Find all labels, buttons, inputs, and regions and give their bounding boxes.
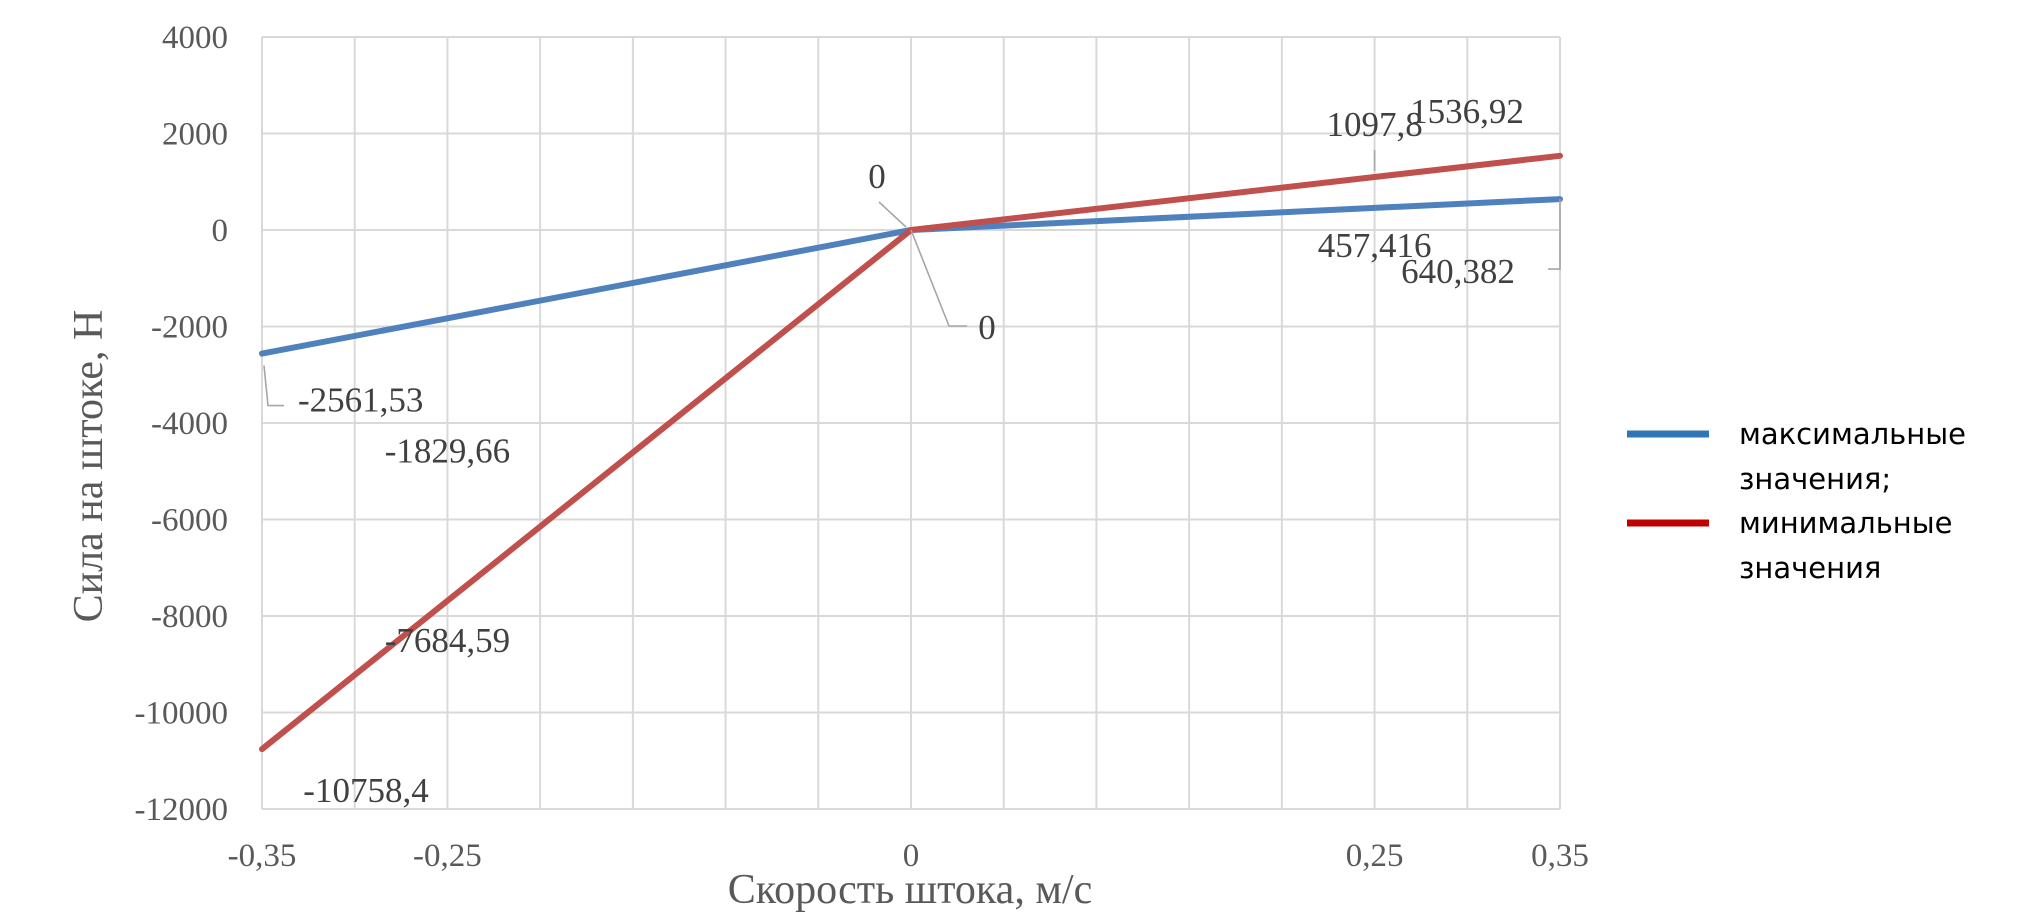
x-tick-label: -0,25 (413, 838, 482, 874)
x-tick-label: 0 (903, 838, 920, 874)
data-label-max: 0 (978, 308, 996, 347)
y-tick-label: 0 (212, 213, 229, 249)
y-tick-label: -6000 (151, 503, 228, 539)
x-tick-label: -0,35 (228, 838, 297, 874)
data-label-max: -2561,53 (298, 381, 423, 420)
y-axis-title: Сила на штоке, Н (66, 310, 112, 623)
legend: максимальные значения; минимальные значения (1627, 417, 1966, 585)
y-tick-label: -12000 (135, 792, 229, 828)
data-label-min: 0 (868, 157, 886, 196)
y-tick-label: -8000 (151, 599, 228, 635)
axis-ticks: 4000 2000 0 -2000 -4000 -6000 -8000 -10000 -1200… (135, 20, 1589, 874)
data-label-min: 1536,92 (1410, 92, 1524, 131)
x-tick-label: 0,35 (1531, 838, 1589, 874)
y-tick-label: 4000 (162, 20, 228, 56)
x-axis-title: Скорость штока, м/с (728, 867, 1092, 913)
legend-label-max: значения; (1739, 462, 1891, 496)
data-label-max: 457,416 (1318, 226, 1432, 265)
x-tick-label: 0,25 (1346, 838, 1404, 874)
label-leader-line (1548, 199, 1561, 270)
label-leader-line (263, 365, 284, 407)
data-label-max: -1829,66 (385, 431, 510, 470)
legend-label-max: максимальные (1739, 417, 1966, 451)
data-label-min: -7684,59 (385, 621, 510, 660)
label-leader-line (910, 229, 967, 327)
legend-label-min: значения (1739, 551, 1881, 585)
y-tick-label: -10000 (135, 696, 229, 732)
y-tick-label: -4000 (151, 406, 228, 442)
y-tick-label: 2000 (162, 117, 228, 153)
legend-label-min: минимальные (1739, 506, 1953, 540)
y-tick-label: -2000 (151, 310, 228, 346)
grid (261, 36, 1561, 810)
data-label-max: 640,382 (1401, 252, 1515, 291)
data-label-min: -10758,4 (303, 771, 428, 810)
data-label-min: 1097,8 (1326, 105, 1422, 144)
label-leader-line (878, 201, 907, 228)
